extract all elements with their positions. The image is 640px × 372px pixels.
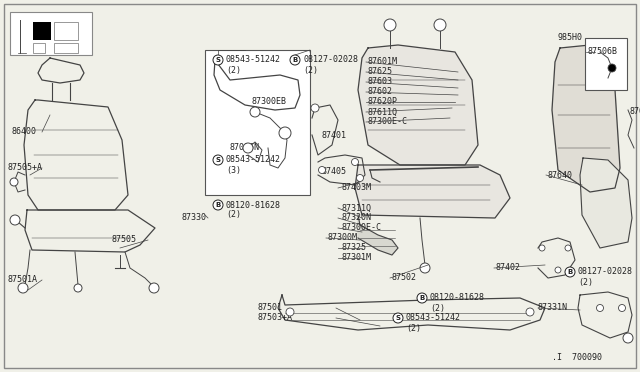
Text: 08543-51242: 08543-51242 (406, 314, 461, 323)
Text: (2): (2) (226, 211, 241, 219)
Circle shape (565, 245, 571, 251)
Text: (3): (3) (226, 166, 241, 174)
Text: 08127-02028: 08127-02028 (578, 267, 633, 276)
FancyBboxPatch shape (10, 12, 92, 55)
Text: S: S (396, 315, 401, 321)
Text: 87300EB: 87300EB (252, 97, 287, 106)
Text: 87311Q: 87311Q (342, 203, 372, 212)
Text: 87301M: 87301M (342, 253, 372, 263)
Circle shape (243, 143, 253, 153)
Text: .I  700090: .I 700090 (552, 353, 602, 362)
Circle shape (149, 283, 159, 293)
Text: 87401: 87401 (322, 131, 347, 141)
Circle shape (623, 333, 633, 343)
Circle shape (351, 158, 358, 166)
FancyBboxPatch shape (33, 22, 51, 40)
Text: 87403M: 87403M (342, 183, 372, 192)
Polygon shape (358, 45, 478, 165)
Circle shape (417, 293, 427, 303)
Text: 87300M: 87300M (328, 234, 358, 243)
Text: 87331N: 87331N (538, 304, 568, 312)
Text: 985H0: 985H0 (558, 33, 583, 42)
Circle shape (596, 305, 604, 311)
FancyBboxPatch shape (54, 22, 78, 40)
Polygon shape (355, 165, 510, 218)
Text: 87506B: 87506B (588, 48, 618, 57)
Circle shape (213, 55, 223, 65)
Circle shape (213, 200, 223, 210)
Circle shape (526, 308, 534, 316)
Text: 08543-51242: 08543-51242 (226, 55, 281, 64)
Text: 08120-81628: 08120-81628 (430, 294, 485, 302)
Circle shape (311, 104, 319, 112)
Text: 08127-02028: 08127-02028 (303, 55, 358, 64)
Polygon shape (580, 158, 632, 248)
Text: 87603: 87603 (368, 77, 393, 87)
Text: 08120-81628: 08120-81628 (226, 201, 281, 209)
Text: (2): (2) (578, 278, 593, 286)
Circle shape (608, 64, 616, 72)
Text: (2): (2) (226, 65, 241, 74)
Text: 87330: 87330 (182, 214, 207, 222)
Text: S: S (216, 57, 221, 63)
Polygon shape (358, 215, 398, 255)
Text: 87019M: 87019M (630, 108, 640, 116)
Text: S: S (216, 157, 221, 163)
Circle shape (279, 127, 291, 139)
Text: B: B (292, 57, 298, 63)
Text: 87503+A: 87503+A (258, 314, 293, 323)
Circle shape (286, 308, 294, 316)
Text: 08543-51242: 08543-51242 (226, 155, 281, 164)
Text: B: B (419, 295, 424, 301)
FancyBboxPatch shape (33, 43, 45, 53)
Circle shape (319, 167, 326, 173)
Circle shape (356, 174, 364, 182)
Circle shape (618, 305, 625, 311)
Circle shape (290, 55, 300, 65)
Circle shape (10, 215, 20, 225)
Text: 87611Q: 87611Q (368, 108, 398, 116)
Text: 87402: 87402 (496, 263, 521, 273)
Circle shape (539, 245, 545, 251)
Text: 87300E-C: 87300E-C (368, 118, 408, 126)
Text: 87505: 87505 (112, 235, 137, 244)
Text: 87505+A: 87505+A (8, 164, 43, 173)
Text: 87501A: 87501A (8, 276, 38, 285)
Circle shape (434, 19, 446, 31)
Text: 87625: 87625 (368, 67, 393, 77)
Circle shape (250, 107, 260, 117)
Circle shape (384, 19, 396, 31)
Text: 87300E-C: 87300E-C (342, 224, 382, 232)
Text: (2): (2) (303, 65, 318, 74)
Text: (2): (2) (406, 324, 421, 333)
Text: 87640: 87640 (548, 170, 573, 180)
Text: 87601M: 87601M (368, 58, 398, 67)
FancyBboxPatch shape (205, 50, 310, 195)
Text: B: B (568, 269, 573, 275)
Text: 86400: 86400 (12, 128, 37, 137)
Text: 87620P: 87620P (368, 97, 398, 106)
Text: 87405: 87405 (322, 167, 347, 176)
FancyBboxPatch shape (4, 4, 636, 368)
Text: 87016N: 87016N (230, 144, 260, 153)
Text: 87502: 87502 (392, 273, 417, 282)
Circle shape (393, 313, 403, 323)
Circle shape (18, 283, 28, 293)
Circle shape (420, 263, 430, 273)
Text: 87325: 87325 (342, 244, 367, 253)
Polygon shape (552, 45, 620, 192)
Circle shape (565, 267, 575, 277)
Circle shape (10, 178, 18, 186)
FancyBboxPatch shape (54, 43, 78, 53)
Text: 87602: 87602 (368, 87, 393, 96)
FancyBboxPatch shape (585, 38, 627, 90)
Circle shape (74, 284, 82, 292)
Circle shape (213, 155, 223, 165)
Text: (2): (2) (430, 304, 445, 312)
Circle shape (555, 267, 561, 273)
Text: B: B (216, 202, 221, 208)
Text: 87320N: 87320N (342, 214, 372, 222)
Text: 87501: 87501 (258, 304, 283, 312)
